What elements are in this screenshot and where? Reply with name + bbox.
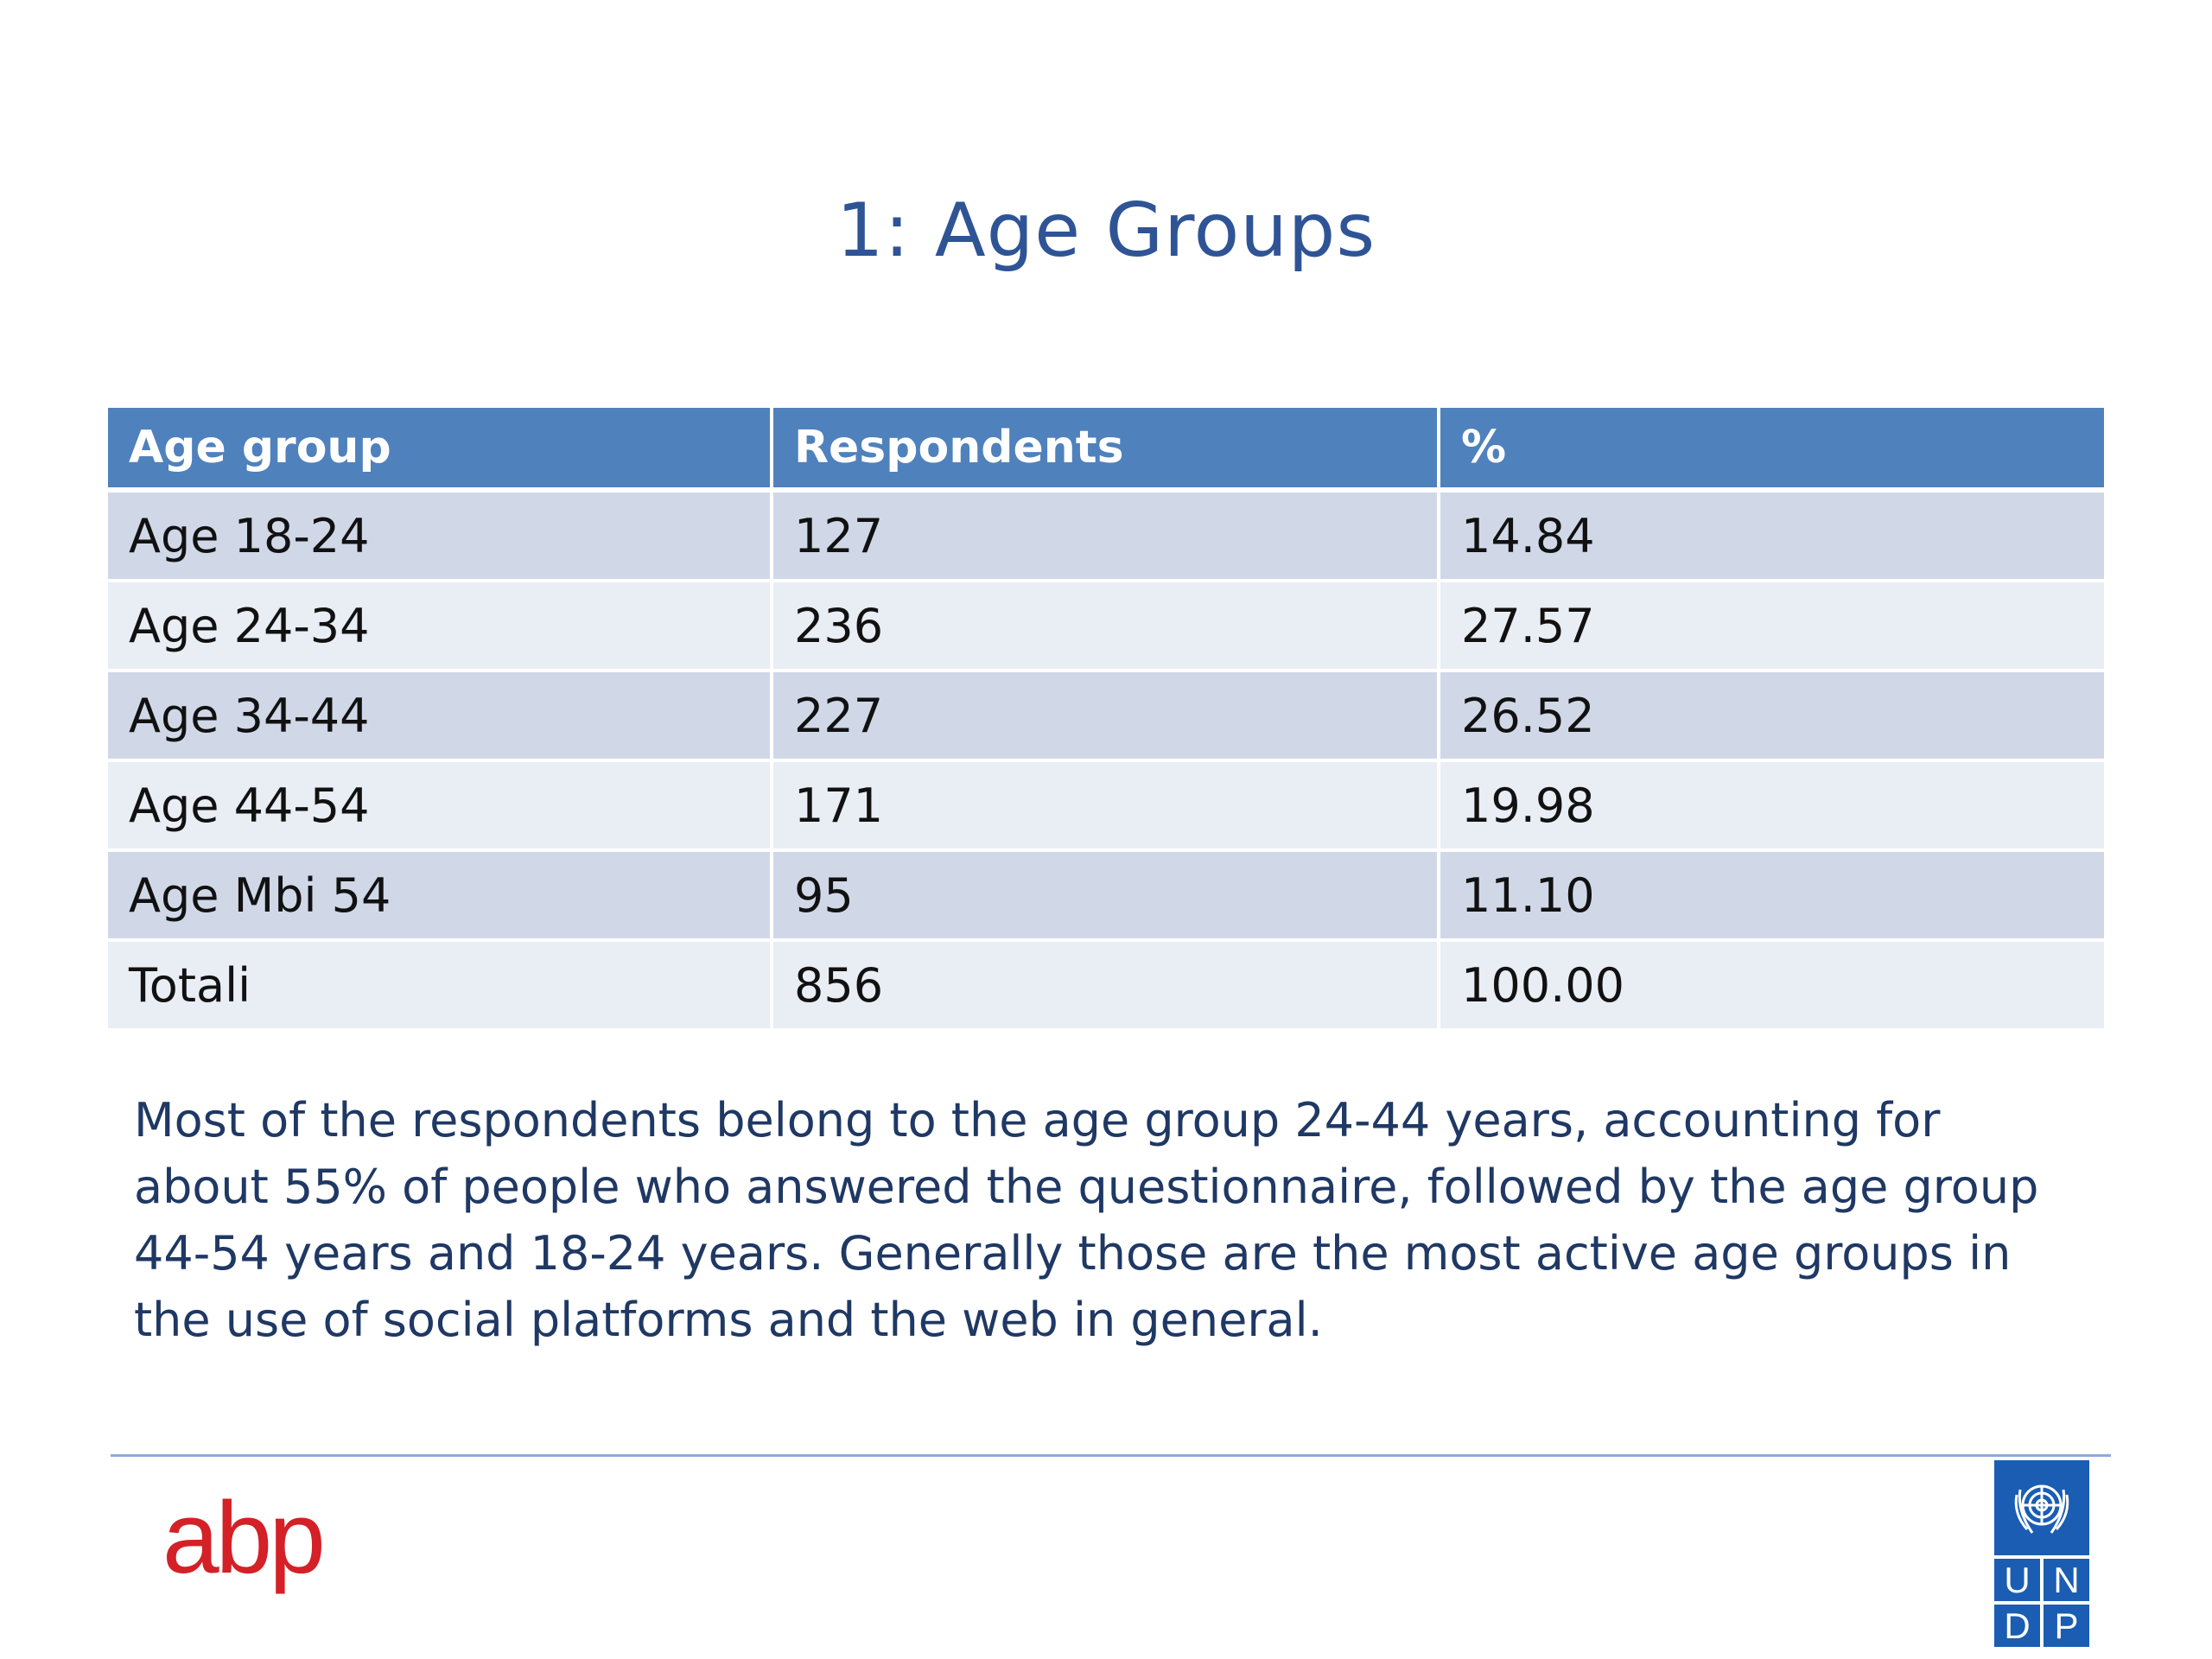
cell-respondents: 171 <box>773 762 1440 852</box>
cell-respondents: 236 <box>773 582 1440 672</box>
undp-letter-d: D <box>1994 1605 2040 1647</box>
cell-percent: 11.10 <box>1440 852 2104 942</box>
table-row: Age Mbi 54 95 11.10 <box>108 852 2104 942</box>
table-header-row: Age group Respondents % <box>108 408 2104 493</box>
table-row: Age 18-24 127 14.84 <box>108 493 2104 582</box>
cell-age-group: Age 24-34 <box>108 582 773 672</box>
table-row-total: Totali 856 100.00 <box>108 942 2104 1032</box>
slide-title: 1: Age Groups <box>836 188 1376 274</box>
cell-percent: 26.52 <box>1440 672 2104 762</box>
cell-age-group: Age 18-24 <box>108 493 773 582</box>
cell-age-group: Age 34-44 <box>108 672 773 762</box>
abp-logo: abp <box>162 1481 326 1595</box>
header-age-group: Age group <box>108 408 773 493</box>
summary-paragraph: Most of the respondents belong to the ag… <box>134 1093 2039 1347</box>
header-respondents: Respondents <box>773 408 1440 493</box>
undp-logo: U N D P <box>1994 1460 2089 1647</box>
cell-percent: 14.84 <box>1440 493 2104 582</box>
cell-age-group: Age 44-54 <box>108 762 773 852</box>
header-percent: % <box>1440 408 2104 493</box>
cell-percent: 100.00 <box>1440 942 2104 1032</box>
undp-letter-n: N <box>2044 1559 2089 1601</box>
table-row: Age 24-34 236 27.57 <box>108 582 2104 672</box>
un-emblem-icon <box>1994 1460 2089 1555</box>
cell-age-group: Age Mbi 54 <box>108 852 773 942</box>
undp-letter-p: P <box>2044 1605 2089 1647</box>
cell-respondents: 95 <box>773 852 1440 942</box>
cell-respondents: 227 <box>773 672 1440 762</box>
undp-letter-u: U <box>1994 1559 2040 1601</box>
cell-respondents: 127 <box>773 493 1440 582</box>
cell-percent: 27.57 <box>1440 582 2104 672</box>
cell-age-group: Totali <box>108 942 773 1032</box>
table-row: Age 34-44 227 26.52 <box>108 672 2104 762</box>
cell-percent: 19.98 <box>1440 762 2104 852</box>
footer-divider <box>111 1454 2111 1457</box>
cell-respondents: 856 <box>773 942 1440 1032</box>
table-row: Age 44-54 171 19.98 <box>108 762 2104 852</box>
age-group-table: Age group Respondents % Age 18-24 127 14… <box>108 408 2104 1032</box>
